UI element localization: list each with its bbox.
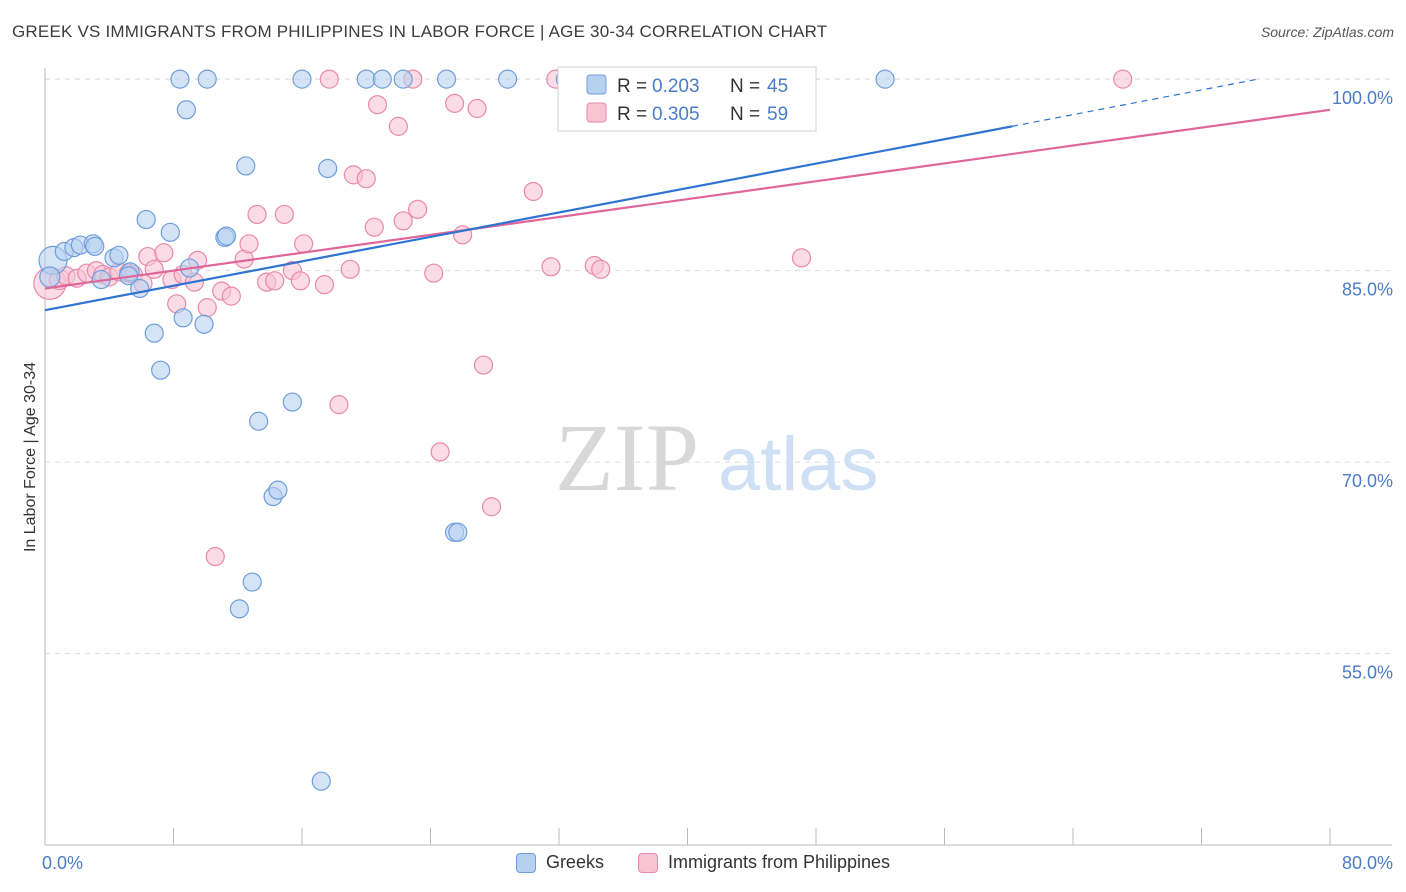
watermark: ZIP atlas <box>555 404 879 511</box>
legend-item-philippines: Immigrants from Philippines <box>637 852 891 873</box>
philippines-point <box>523 181 543 202</box>
greeks-point <box>151 360 171 380</box>
greeks-point <box>144 323 164 343</box>
axis-layer: 55.0% 70.0% 85.0% 100.0% 0.0% 80.0% <box>42 68 1393 873</box>
greeks-point <box>130 278 150 299</box>
greeks-point <box>356 69 376 89</box>
watermark-atlas: atlas <box>718 422 879 507</box>
stats-legend-swatch <box>586 102 607 123</box>
philippines-point <box>388 116 408 136</box>
philippines-point <box>221 286 241 306</box>
stats-legend-swatch <box>586 74 607 95</box>
philippines-point <box>473 355 494 375</box>
philippines-point <box>274 204 294 225</box>
philippines-point <box>239 234 259 254</box>
stats-r-label: R = <box>617 104 647 125</box>
greeks-point <box>109 245 129 265</box>
philippines-point <box>408 199 428 219</box>
philippines-point <box>294 234 314 254</box>
greeks-point <box>268 480 288 500</box>
stats-legend: R = 0.203 N = 45 R = 0.305 N = 59 <box>557 66 817 132</box>
greeks-point <box>875 69 895 89</box>
greeks-point <box>436 69 457 89</box>
stats-n-value: 45 <box>767 76 788 97</box>
y-tick-label: 55.0% <box>1342 663 1393 683</box>
greeks-point <box>372 69 392 89</box>
greeks-point <box>282 392 302 412</box>
legend-item-greeks: Greeks <box>515 852 604 873</box>
stats-r-label: R = <box>617 76 647 97</box>
greeks-point <box>393 69 413 89</box>
philippines-point <box>467 98 487 119</box>
legend-label-philippines: Immigrants from Philippines <box>667 852 891 872</box>
y-axis-label: In Labor Force | Age 30-34 <box>22 362 39 552</box>
greeks-point <box>136 209 156 230</box>
philippines-trend-line <box>44 108 1331 290</box>
legend-swatch-greeks <box>515 852 536 873</box>
greeks-point <box>318 158 338 179</box>
y-tick-label: 100.0% <box>1332 88 1393 108</box>
y-tick-label: 85.0% <box>1342 280 1393 300</box>
greeks-trend-line <box>44 125 1013 312</box>
watermark-zip: ZIP <box>555 404 699 511</box>
philippines-point <box>541 257 561 277</box>
y-tick-label: 70.0% <box>1342 471 1393 491</box>
greeks-point <box>242 572 262 592</box>
x-tick-label-max: 80.0% <box>1342 853 1393 873</box>
greeks-point <box>173 308 193 328</box>
philippines-point <box>205 546 225 567</box>
stats-r-value: 0.203 <box>652 76 700 97</box>
philippines-point <box>340 259 360 279</box>
greeks-point <box>292 69 312 89</box>
stats-n-label: N = <box>730 104 760 125</box>
philippines-point <box>290 271 310 291</box>
trend-lines <box>44 78 1331 312</box>
philippines-point <box>481 497 502 517</box>
philippines-point <box>591 259 611 279</box>
greeks-point <box>448 522 468 542</box>
philippines-point <box>430 442 450 462</box>
greeks-point <box>249 411 269 431</box>
greeks-point <box>498 69 518 89</box>
stats-n-label: N = <box>730 76 760 97</box>
philippines-point <box>791 248 812 268</box>
philippines-point <box>424 263 444 283</box>
legend-swatch-philippines <box>637 852 658 873</box>
philippines-point <box>356 169 376 189</box>
philippines-point <box>1113 69 1133 89</box>
philippines-point <box>364 217 384 237</box>
philippines-point <box>144 259 164 279</box>
philippines-point <box>319 69 339 89</box>
source-label: Source: ZipAtlas.com <box>1260 24 1394 40</box>
philippines-point <box>247 204 267 225</box>
stats-n-value: 59 <box>767 104 788 125</box>
chart-title: GREEK VS IMMIGRANTS FROM PHILIPPINES IN … <box>12 22 828 41</box>
greeks-point <box>39 266 61 288</box>
greeks-point <box>85 236 105 256</box>
philippines-point <box>393 211 413 231</box>
philippines-point <box>154 243 174 263</box>
x-tick-label-min: 0.0% <box>42 853 83 873</box>
legend-label-greeks: Greeks <box>545 852 604 872</box>
greeks-trend-extension <box>1011 78 1258 127</box>
greeks-point <box>170 69 190 89</box>
greeks-point <box>160 222 180 242</box>
greeks-point <box>176 100 196 120</box>
philippines-point <box>329 395 349 415</box>
greeks-point <box>194 314 214 334</box>
philippines-point <box>265 271 285 291</box>
philippines-point <box>314 275 335 295</box>
philippines-point <box>444 93 465 113</box>
philippines-point <box>197 298 217 318</box>
greeks-point <box>236 156 256 176</box>
greeks-point <box>216 226 237 246</box>
series-legend: Greeks Immigrants from Philippines <box>0 852 1406 873</box>
philippines-point <box>367 95 388 115</box>
greeks-point <box>197 69 217 89</box>
stats-r-value: 0.305 <box>652 104 700 125</box>
greeks-point <box>229 599 249 619</box>
greeks-point <box>311 771 331 791</box>
